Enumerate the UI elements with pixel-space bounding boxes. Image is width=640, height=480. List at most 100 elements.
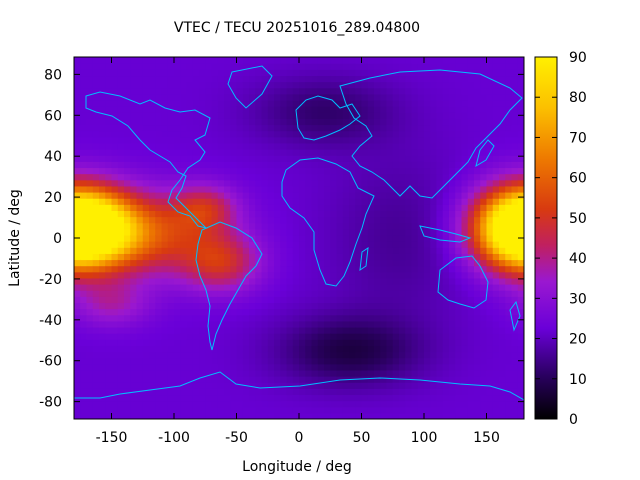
heatmap-cell — [349, 326, 356, 334]
heatmap-cell — [130, 99, 138, 107]
heatmap-cell — [205, 222, 213, 230]
heatmap-cell — [274, 161, 281, 169]
heatmap-cell — [199, 118, 206, 126]
heatmap-cell — [224, 265, 231, 273]
heatmap-cell — [124, 357, 131, 365]
heatmap-cell — [230, 376, 238, 383]
heatmap-cell — [330, 363, 338, 371]
heatmap-cell — [242, 296, 250, 304]
heatmap-cell — [174, 75, 181, 83]
heatmap-cell — [286, 57, 294, 64]
heatmap-cell — [192, 382, 200, 389]
heatmap-cell — [499, 167, 506, 175]
heatmap-cell — [224, 406, 231, 414]
heatmap-cell — [511, 106, 519, 113]
heatmap-cell — [180, 75, 188, 83]
heatmap-cell — [111, 106, 119, 113]
heatmap-cell — [236, 234, 244, 242]
heatmap-cell — [399, 247, 406, 254]
heatmap-cell — [80, 124, 88, 132]
heatmap-cell — [117, 57, 125, 64]
heatmap-cell — [342, 93, 350, 101]
heatmap-cell — [267, 179, 275, 187]
heatmap-cell — [305, 179, 313, 187]
heatmap-cell — [249, 412, 256, 419]
heatmap-cell — [155, 216, 163, 224]
heatmap-cell — [267, 167, 275, 175]
heatmap-cell — [174, 388, 181, 396]
heatmap-cell — [392, 326, 400, 334]
heatmap-cell — [317, 57, 325, 64]
heatmap-cell — [274, 333, 281, 340]
heatmap-cell — [149, 106, 156, 113]
heatmap-cell — [186, 277, 194, 285]
heatmap-cell — [155, 326, 163, 334]
heatmap-cell — [405, 161, 413, 169]
heatmap-cell — [186, 339, 194, 346]
heatmap-cell — [149, 314, 156, 322]
heatmap-cell — [186, 63, 194, 70]
heatmap-cell — [186, 142, 194, 150]
heatmap-cell — [267, 81, 275, 89]
heatmap-cell — [267, 320, 275, 328]
heatmap-cell — [474, 216, 481, 224]
heatmap-cell — [299, 185, 306, 193]
heatmap-cell — [317, 400, 325, 408]
heatmap-cell — [324, 339, 331, 346]
heatmap-cell — [374, 210, 381, 218]
heatmap-cell — [480, 63, 488, 70]
heatmap-cell — [199, 87, 206, 95]
heatmap-cell — [292, 234, 300, 242]
heatmap-cell — [430, 369, 438, 377]
heatmap-cell — [342, 216, 350, 224]
heatmap-cell — [480, 81, 488, 89]
heatmap-cell — [380, 106, 388, 113]
heatmap-cell — [167, 284, 175, 291]
heatmap-cell — [149, 290, 156, 297]
heatmap-cell — [474, 57, 481, 64]
heatmap-cell — [330, 314, 338, 322]
heatmap-cell — [180, 161, 188, 169]
heatmap-cell — [267, 351, 275, 359]
heatmap-cell — [330, 382, 338, 389]
heatmap-cell — [174, 222, 181, 230]
heatmap-cell — [367, 69, 375, 77]
heatmap-cell — [317, 314, 325, 322]
heatmap-cell — [386, 308, 394, 316]
heatmap-cell — [342, 191, 350, 199]
heatmap-cell — [380, 118, 388, 126]
heatmap-cell — [130, 259, 138, 267]
heatmap-cell — [242, 406, 250, 414]
heatmap-cell — [92, 277, 100, 285]
heatmap-cell — [449, 124, 456, 132]
heatmap-cell — [499, 290, 506, 297]
heatmap-cell — [192, 241, 200, 248]
heatmap-cell — [436, 357, 444, 365]
heatmap-cell — [167, 296, 175, 304]
heatmap-cell — [117, 167, 125, 175]
heatmap-cell — [361, 406, 369, 414]
heatmap-cell — [149, 57, 156, 64]
heatmap-cell — [467, 363, 475, 371]
heatmap-cell — [161, 191, 169, 199]
heatmap-cell — [136, 314, 144, 322]
heatmap-cell — [336, 198, 344, 205]
heatmap-cell — [336, 124, 344, 132]
heatmap-cell — [261, 173, 269, 181]
heatmap-cell — [230, 57, 238, 64]
heatmap-cell — [255, 198, 263, 205]
heatmap-cell — [330, 302, 338, 310]
heatmap-cell — [361, 302, 369, 310]
heatmap-cell — [411, 241, 419, 248]
heatmap-cell — [105, 106, 113, 113]
heatmap-cell — [224, 234, 231, 242]
heatmap-cell — [474, 326, 481, 334]
heatmap-cell — [511, 412, 519, 419]
heatmap-cell — [442, 118, 450, 126]
heatmap-cell — [499, 388, 506, 396]
heatmap-cell — [111, 369, 119, 377]
heatmap-cell — [374, 63, 381, 70]
heatmap-cell — [136, 93, 144, 101]
heatmap-cell — [449, 339, 456, 346]
heatmap-cell — [130, 308, 138, 316]
